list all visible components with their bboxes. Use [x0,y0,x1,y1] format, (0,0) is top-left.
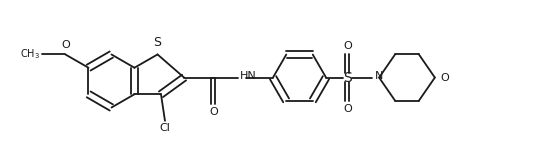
Text: S: S [343,70,352,85]
Text: N: N [375,71,384,81]
Text: CH$_3$: CH$_3$ [20,48,40,61]
Text: O: O [343,104,352,114]
Text: O: O [440,73,449,83]
Text: S: S [153,36,162,49]
Text: HN: HN [240,71,257,81]
Text: Cl: Cl [160,123,171,133]
Text: O: O [343,41,352,51]
Text: O: O [61,40,70,51]
Text: O: O [209,107,217,117]
